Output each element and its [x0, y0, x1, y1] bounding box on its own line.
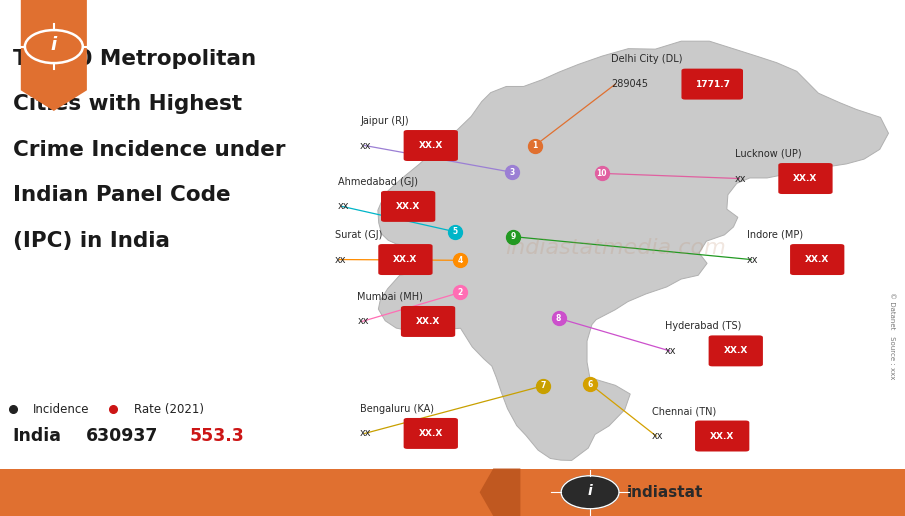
Text: Incidence: Incidence [33, 402, 89, 416]
Text: 289045: 289045 [611, 79, 648, 89]
Text: 7: 7 [540, 381, 546, 390]
Circle shape [561, 476, 619, 509]
Text: Indore (MP): Indore (MP) [747, 230, 803, 240]
Text: Delhi City (DL): Delhi City (DL) [611, 55, 682, 64]
Polygon shape [480, 469, 520, 516]
Text: 3: 3 [510, 168, 515, 177]
Text: Surat (GJ): Surat (GJ) [335, 230, 382, 240]
FancyBboxPatch shape [378, 244, 433, 275]
Text: Bengaluru (KA): Bengaluru (KA) [360, 404, 434, 414]
Text: xx: xx [338, 201, 349, 212]
Text: XX.X: XX.X [419, 429, 443, 438]
Text: 630937: 630937 [86, 427, 158, 445]
Text: Indian Panel Code: Indian Panel Code [13, 185, 230, 205]
Text: Lucknow (UP): Lucknow (UP) [735, 149, 802, 159]
Bar [0, 469, 905, 516]
Text: xx: xx [360, 140, 372, 151]
Text: media: media [717, 485, 765, 500]
Text: XX.X: XX.X [396, 202, 420, 211]
Text: xx: xx [360, 428, 372, 439]
Text: xx: xx [747, 254, 758, 265]
Text: © Datanet   Source : xxx: © Datanet Source : xxx [890, 292, 895, 379]
Text: 4: 4 [457, 256, 462, 265]
Text: 1: 1 [532, 141, 538, 150]
Text: XX.X: XX.X [794, 174, 817, 183]
Text: (IPC) in India: (IPC) in India [13, 231, 169, 251]
FancyBboxPatch shape [790, 244, 844, 275]
Text: Rate (2021): Rate (2021) [134, 402, 204, 416]
Text: xx: xx [335, 254, 347, 265]
Text: 553.3: 553.3 [190, 427, 244, 445]
Text: xx: xx [735, 173, 747, 184]
Polygon shape [378, 41, 889, 460]
Text: Top 10 Metropolitan: Top 10 Metropolitan [13, 49, 256, 69]
Text: indiastat: indiastat [626, 485, 702, 500]
Text: Mumbai (MH): Mumbai (MH) [357, 292, 424, 302]
Text: Ahmedabad (GJ): Ahmedabad (GJ) [338, 177, 417, 187]
Text: Jaipur (RJ): Jaipur (RJ) [360, 116, 409, 126]
Text: indiastatmedia.com: indiastatmedia.com [505, 238, 726, 257]
Text: xx: xx [357, 316, 369, 327]
FancyBboxPatch shape [695, 421, 749, 452]
Text: 2: 2 [458, 288, 463, 297]
Text: India: India [13, 427, 62, 445]
FancyBboxPatch shape [381, 191, 435, 222]
Text: XX.X: XX.X [805, 255, 829, 264]
Text: 9: 9 [510, 232, 515, 241]
Text: XX.X: XX.X [724, 346, 748, 356]
FancyBboxPatch shape [681, 69, 743, 100]
FancyBboxPatch shape [778, 163, 833, 194]
Text: xx: xx [652, 431, 663, 441]
Text: Cities with Highest: Cities with Highest [13, 94, 242, 115]
Text: i: i [587, 483, 593, 498]
Text: i: i [51, 36, 57, 54]
Text: 8: 8 [556, 314, 561, 323]
FancyBboxPatch shape [401, 306, 455, 337]
Text: 6: 6 [587, 380, 593, 389]
FancyBboxPatch shape [404, 418, 458, 449]
Text: XX.X: XX.X [394, 255, 417, 264]
Text: 5: 5 [452, 228, 458, 236]
Text: xx: xx [665, 346, 677, 356]
Text: 1771.7: 1771.7 [695, 79, 729, 89]
Text: Chennai (TN): Chennai (TN) [652, 407, 716, 416]
FancyBboxPatch shape [709, 335, 763, 366]
Polygon shape [21, 0, 87, 111]
FancyBboxPatch shape [404, 130, 458, 161]
Text: Crime Incidence under: Crime Incidence under [13, 140, 285, 160]
Text: XX.X: XX.X [710, 431, 734, 441]
Text: XX.X: XX.X [419, 141, 443, 150]
Text: Hyderabad (TS): Hyderabad (TS) [665, 321, 741, 331]
Text: XX.X: XX.X [416, 317, 440, 326]
Text: 10: 10 [596, 169, 607, 178]
